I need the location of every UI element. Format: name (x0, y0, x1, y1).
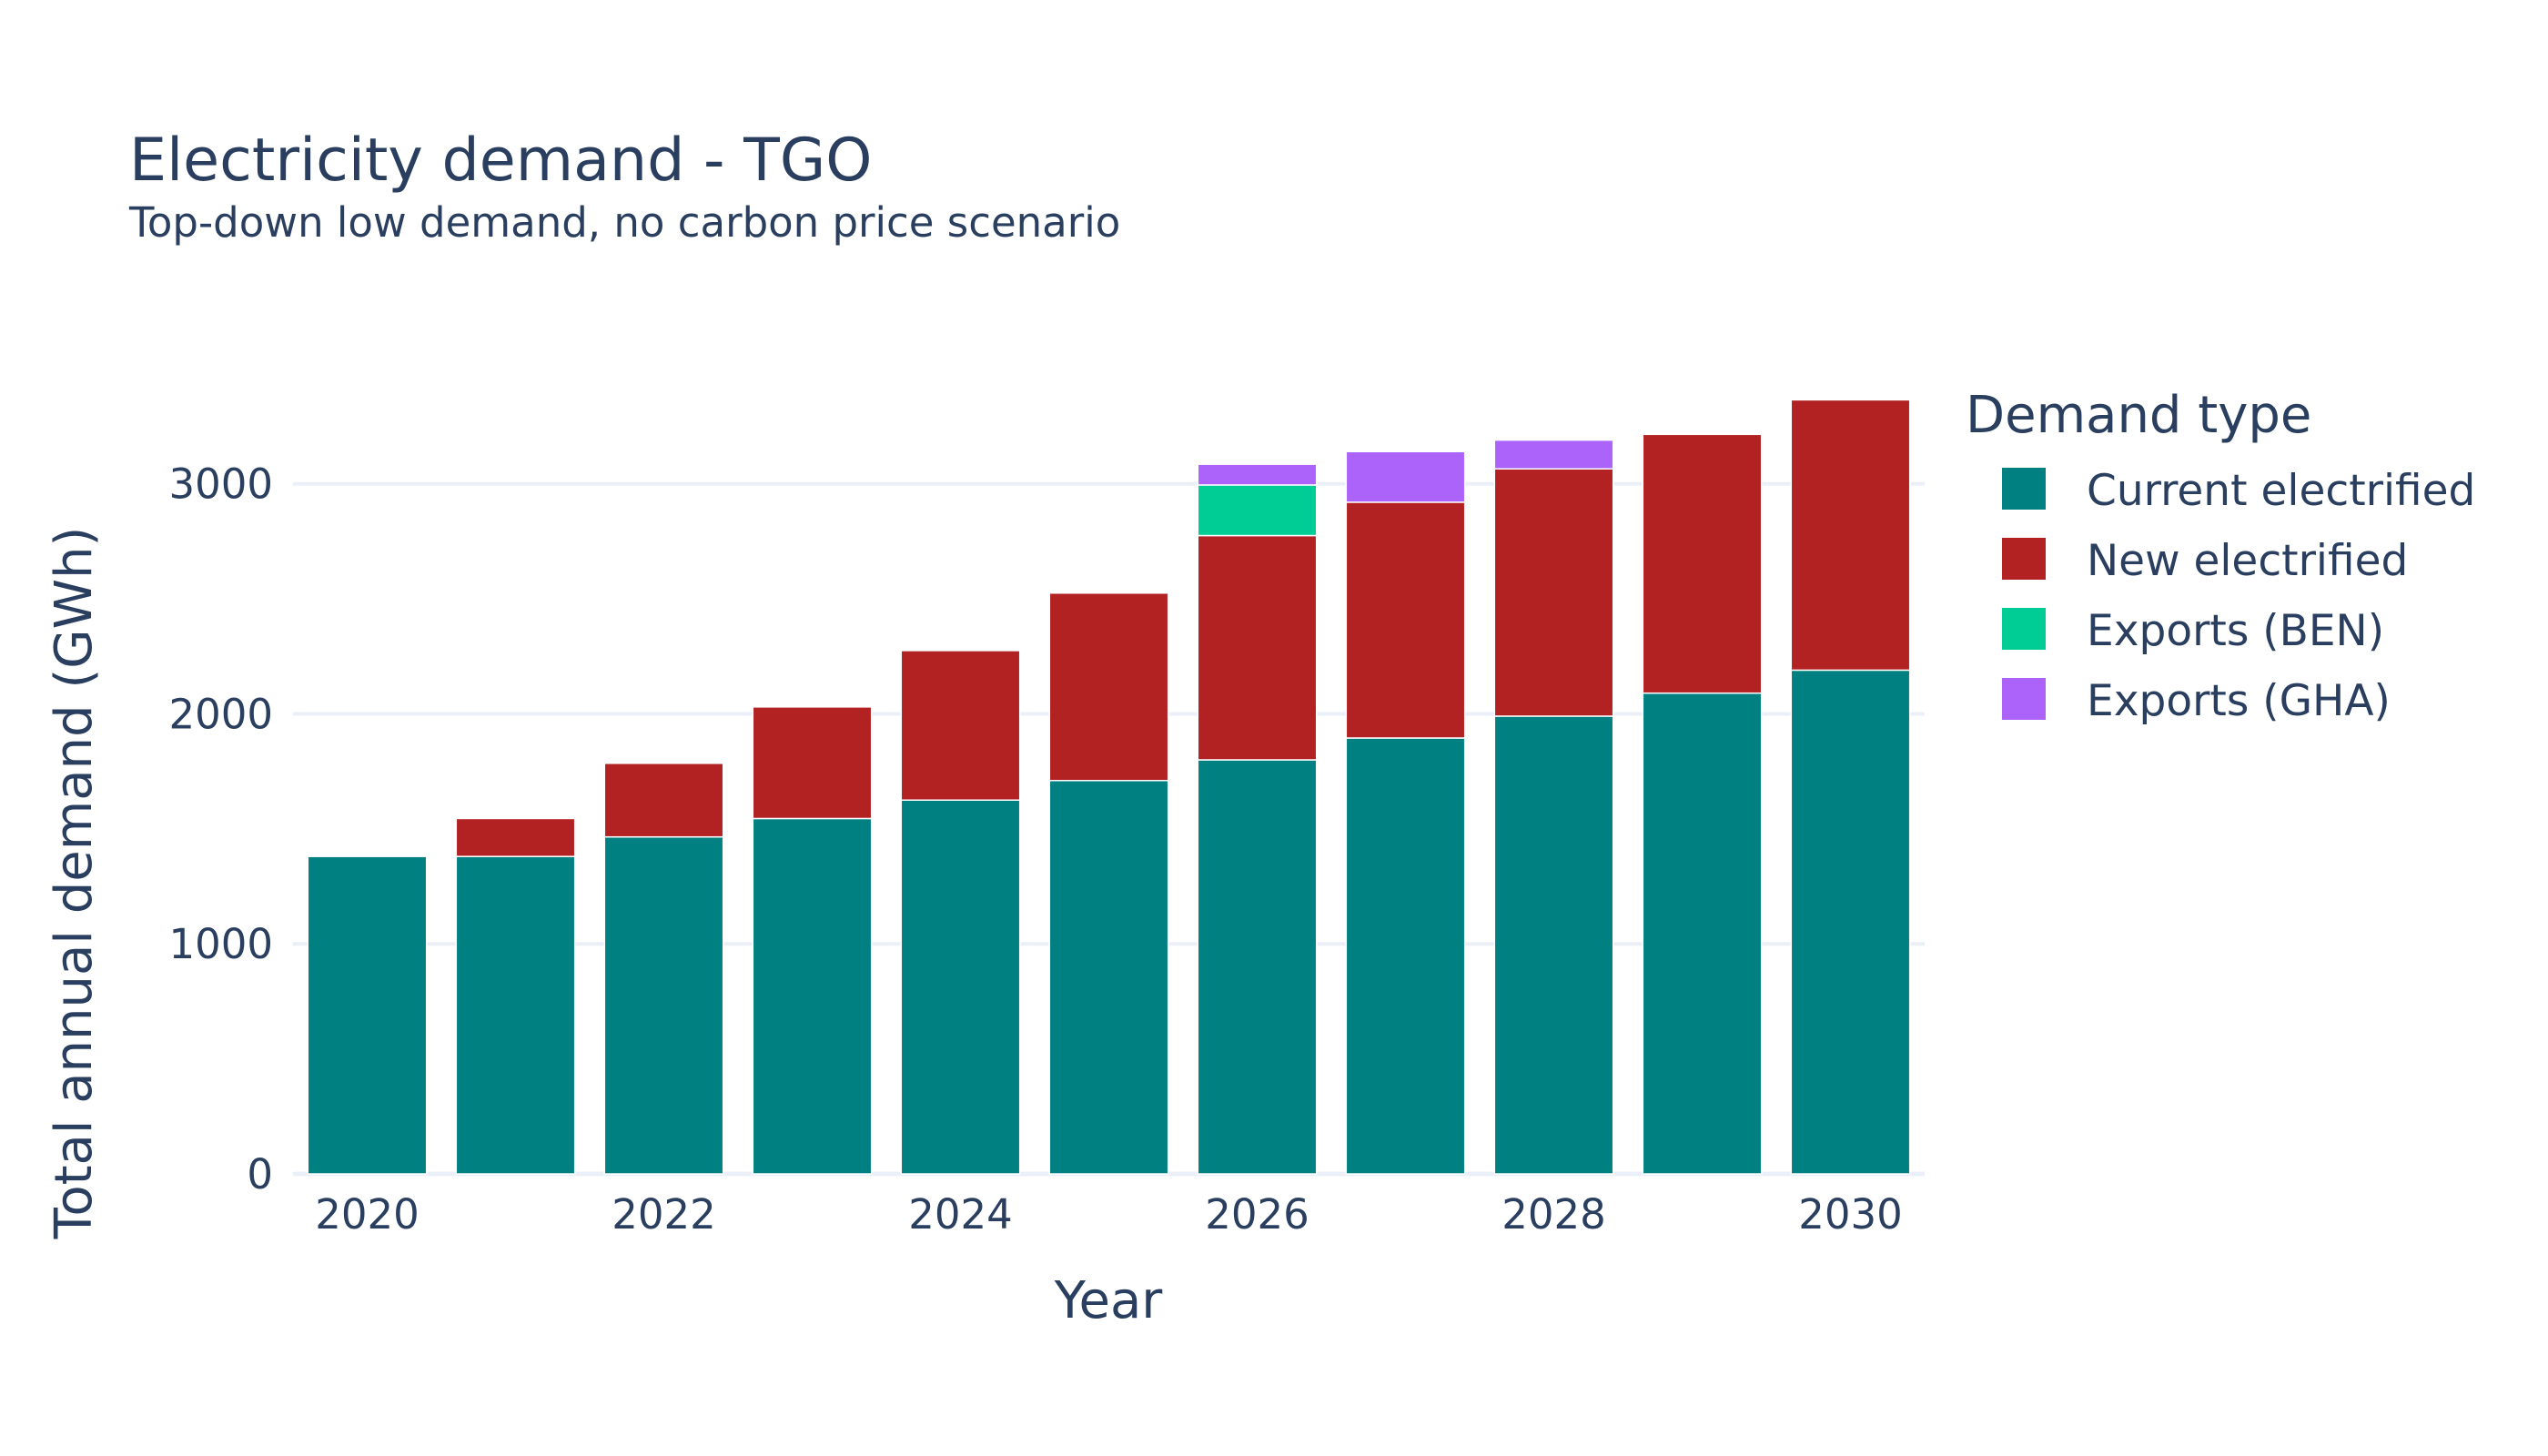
bar-new-electrified-2028 (1493, 468, 1614, 717)
legend-label-exports-ben[interactable]: Exports (BEN) (2087, 606, 2384, 656)
y-tick-labels: 0 1000 2000 3000 (168, 460, 273, 1198)
legend-swatch-current-electrified[interactable] (2002, 468, 2046, 510)
x-tick-label: 2024 (908, 1190, 1013, 1239)
bar-new-electrified-2024 (900, 650, 1021, 801)
bar-current-electrified-2023 (752, 817, 873, 1175)
x-tick-label: 2030 (1798, 1190, 1903, 1239)
chart-subtitle: Top-down low demand, no carbon price sce… (128, 198, 1120, 247)
legend-swatch-exports-gha[interactable] (2002, 678, 2046, 720)
x-tick-label: 2020 (315, 1190, 420, 1239)
bar-current-electrified-2020 (307, 855, 428, 1175)
y-axis-label: Total annual demand (GWh) (45, 527, 104, 1240)
x-tick-label: 2026 (1205, 1190, 1309, 1239)
x-axis-label: Year (1054, 1271, 1164, 1330)
legend-label-new-electrified[interactable]: New electrified (2087, 536, 2408, 586)
bar-current-electrified-2026 (1197, 759, 1318, 1175)
bar-new-electrified-2026 (1197, 534, 1318, 761)
y-tick-label: 1000 (168, 920, 273, 968)
bar-current-electrified-2025 (1048, 780, 1169, 1175)
bar-exports-gha-2028 (1493, 439, 1614, 470)
bar-new-electrified-2023 (752, 706, 873, 820)
chart-title: Electricity demand - TGO (129, 126, 872, 195)
bar-exports-ben-2026 (1197, 484, 1318, 537)
bar-current-electrified-2030 (1790, 669, 1911, 1175)
y-tick-label: 3000 (168, 460, 273, 509)
x-tick-label: 2022 (612, 1190, 716, 1239)
y-tick-label: 0 (247, 1150, 273, 1198)
bar-new-electrified-2021 (455, 817, 576, 857)
x-tick-label: 2028 (1502, 1190, 1606, 1239)
legend-swatch-exports-ben[interactable] (2002, 608, 2046, 650)
legend-title: Demand type (1966, 386, 2311, 445)
legend: Demand type Current electrified New elect… (1966, 386, 2475, 726)
bar-current-electrified-2029 (1642, 692, 1763, 1175)
x-tick-labels: 2020 2022 2024 2026 2028 2030 (315, 1190, 1903, 1239)
bar-new-electrified-2022 (603, 763, 724, 838)
bar-new-electrified-2029 (1642, 433, 1763, 694)
bar-current-electrified-2027 (1345, 737, 1466, 1175)
bar-current-electrified-2024 (900, 799, 1021, 1175)
bar-exports-gha-2027 (1345, 450, 1466, 503)
bar-current-electrified-2021 (455, 855, 576, 1175)
legend-label-exports-gha[interactable]: Exports (GHA) (2087, 676, 2391, 726)
y-tick-label: 2000 (168, 690, 273, 738)
legend-swatch-new-electrified[interactable] (2002, 538, 2046, 580)
bar-new-electrified-2027 (1345, 501, 1466, 739)
legend-label-current-electrified[interactable]: Current electrified (2087, 466, 2475, 516)
bar-new-electrified-2025 (1048, 592, 1169, 782)
bar-new-electrified-2030 (1790, 399, 1911, 672)
bar-exports-gha-2026 (1197, 463, 1318, 486)
bar-current-electrified-2022 (603, 835, 724, 1175)
bars (307, 399, 1911, 1175)
bar-current-electrified-2028 (1493, 715, 1614, 1175)
